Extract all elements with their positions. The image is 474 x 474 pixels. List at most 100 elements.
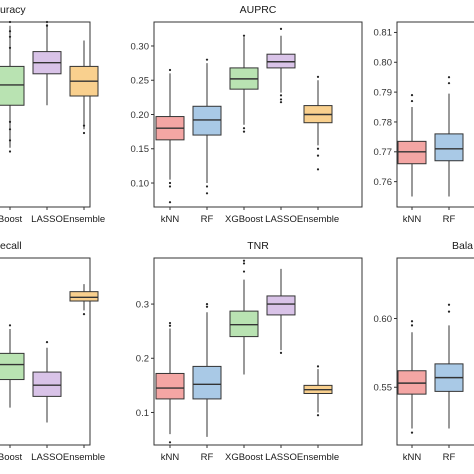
outlier-point: [205, 58, 209, 61]
outlier-point: [8, 120, 12, 123]
y-tick-label: 0.1: [136, 408, 149, 419]
outlier-point: [279, 101, 283, 104]
outlier-point: [316, 75, 320, 78]
box-lasso: LASSO: [265, 268, 297, 463]
box-lasso: LASSO: [31, 341, 63, 463]
box-ensemble: Ensemble: [297, 75, 339, 225]
panel-frame: [396, 21, 474, 208]
panel-frame: [153, 257, 363, 446]
category-label: Boost: [0, 214, 23, 225]
iqr-box: [0, 65, 25, 106]
outlier-point: [8, 30, 12, 33]
box-ensemble: Ensemble: [63, 284, 105, 463]
category-label: kNN: [161, 452, 180, 463]
outlier-point: [447, 310, 451, 313]
outlier-point: [242, 270, 246, 273]
outlier-point: [316, 414, 320, 417]
y-tick-label: 0.25: [131, 76, 150, 87]
outlier-point: [410, 324, 414, 327]
iqr-box: [397, 140, 427, 165]
outlier-point: [410, 94, 414, 97]
panel-title-balanced: Bala: [452, 240, 473, 252]
panel-5: 0.55 0.60 kNN RF: [374, 257, 474, 463]
box-xgboost: XGBoost: [225, 259, 263, 463]
category-label: XGBoost: [225, 214, 263, 225]
category-label: kNN: [403, 214, 422, 225]
panel-frame: [0, 21, 91, 208]
outlier-point: [82, 124, 86, 127]
y-tick-label: 0.77: [374, 147, 393, 158]
outlier-point: [45, 341, 49, 344]
outlier-point: [8, 35, 12, 38]
box-rf: RF: [434, 303, 464, 463]
iqr-box: [69, 291, 99, 302]
outlier-point: [205, 302, 209, 306]
y-tick-label: 0.55: [374, 383, 393, 394]
outlier-point: [410, 431, 414, 434]
panel-4: 0.1 0.2 0.3 kNN RF XGBoost LASSO Ensemble: [136, 257, 363, 463]
category-label: kNN: [403, 452, 422, 463]
outlier-point: [82, 313, 86, 316]
panel-frame: [0, 257, 91, 446]
iqr-box: [229, 310, 259, 338]
category-label: Ensemble: [297, 452, 339, 463]
panel-title-auprc: AUPRC: [240, 4, 277, 16]
box-knn: kNN: [155, 68, 185, 225]
category-label: RF: [201, 452, 214, 463]
y-tick-label: 0.81: [374, 28, 393, 39]
y-tick-label: 0.20: [131, 110, 150, 121]
y-tick-label: 0.80: [374, 58, 393, 69]
outlier-point: [205, 192, 209, 195]
category-label: Boost: [0, 452, 23, 463]
category-label: Ensemble: [63, 452, 105, 463]
outlier-point: [168, 441, 172, 444]
category-label: LASSO: [31, 452, 63, 463]
category-label: LASSO: [265, 452, 297, 463]
outlier-point: [316, 365, 320, 368]
category-label: RF: [201, 214, 214, 225]
outlier-point: [168, 324, 172, 327]
box-rf: RF: [434, 76, 464, 225]
category-label: XGBoost: [225, 452, 263, 463]
outlier-point: [168, 201, 172, 204]
outlier-point: [45, 20, 49, 24]
category-label: RF: [443, 452, 456, 463]
panel-title-tnr: TNR: [247, 240, 269, 252]
outlier-point: [8, 150, 12, 153]
category-label: Ensemble: [297, 214, 339, 225]
y-tick-label: 0.60: [374, 314, 393, 325]
outlier-point: [168, 68, 172, 72]
y-tick-label: 0.76: [374, 177, 393, 188]
outlier-point: [8, 20, 12, 24]
category-label: LASSO: [31, 214, 63, 225]
iqr-box: [0, 352, 25, 381]
box-ensemble: Ensemble: [63, 40, 105, 225]
outlier-point: [242, 34, 246, 37]
outlier-point: [316, 154, 320, 157]
outlier-point: [8, 324, 12, 327]
panel-title-recall: ecall: [0, 240, 22, 252]
outlier-point: [316, 147, 320, 150]
iqr-box: [434, 133, 464, 162]
outlier-point: [45, 24, 49, 27]
outlier-point: [447, 76, 451, 79]
outlier-point: [205, 185, 209, 188]
panel-1: 0.10 0.15 0.20 0.25 0.30 kNN RF XGBoost LASSO Ens…: [131, 21, 363, 225]
y-tick-label: 0.15: [131, 144, 150, 155]
y-tick-label: 0.30: [131, 41, 150, 52]
y-tick-label: 0.78: [374, 117, 393, 128]
outlier-point: [205, 305, 209, 308]
outlier-point: [8, 139, 12, 142]
outlier-point: [447, 303, 451, 306]
box-boost: Boost: [0, 20, 25, 225]
outlier-point: [242, 262, 246, 265]
category-label: RF: [443, 214, 456, 225]
outlier-point: [410, 99, 414, 103]
outlier-point: [168, 321, 172, 325]
box-boost: Boost: [0, 324, 25, 463]
iqr-box: [155, 372, 185, 400]
outlier-point: [279, 98, 283, 101]
iqr-box: [192, 365, 222, 400]
box-rf: RF: [192, 302, 222, 463]
